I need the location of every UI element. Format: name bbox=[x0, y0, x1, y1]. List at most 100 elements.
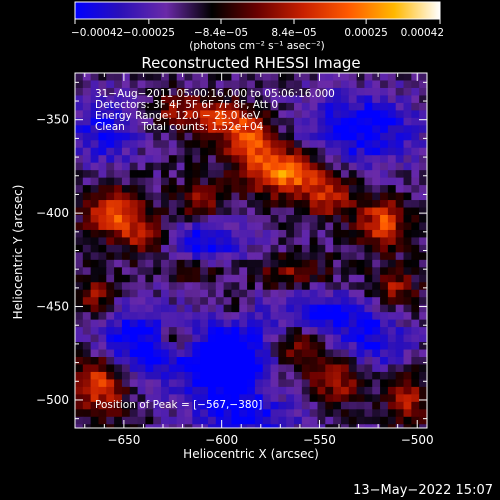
heatmap-cell bbox=[333, 274, 342, 283]
heatmap-cell bbox=[176, 177, 186, 186]
heatmap-cell bbox=[254, 147, 264, 156]
heatmap-cell bbox=[137, 282, 146, 291]
heatmap-cell bbox=[184, 401, 193, 410]
heatmap-cell bbox=[278, 379, 287, 388]
chart-title: Reconstructed RHESSI Image bbox=[141, 54, 360, 72]
heatmap-cell bbox=[184, 252, 193, 261]
heatmap-cell bbox=[145, 252, 154, 261]
heatmap-cell bbox=[98, 319, 107, 328]
heatmap-cell bbox=[356, 95, 366, 104]
heatmap-cell bbox=[356, 80, 366, 89]
heatmap-cell bbox=[325, 110, 334, 119]
heatmap-cell bbox=[270, 73, 279, 82]
heatmap-cell bbox=[137, 207, 146, 216]
heatmap-cell bbox=[372, 319, 381, 328]
heatmap-cell bbox=[137, 252, 146, 261]
heatmap-cell bbox=[114, 297, 123, 306]
heatmap-cell bbox=[207, 371, 217, 381]
heatmap-cell bbox=[168, 192, 178, 201]
heatmap-cell bbox=[239, 95, 248, 104]
heatmap-cell bbox=[348, 237, 358, 246]
heatmap-cell bbox=[403, 282, 412, 291]
heatmap-cell bbox=[364, 132, 373, 141]
heatmap-cell bbox=[419, 304, 427, 313]
heatmap-cell bbox=[317, 319, 326, 328]
heatmap-cell bbox=[294, 424, 303, 428]
heatmap-cell bbox=[419, 155, 427, 164]
heatmap-cell bbox=[278, 177, 287, 186]
heatmap-cell bbox=[395, 379, 405, 388]
heatmap-cell bbox=[176, 229, 186, 239]
heatmap-cell bbox=[325, 267, 334, 276]
heatmap-cell bbox=[395, 170, 405, 179]
heatmap-cell bbox=[192, 132, 201, 141]
heatmap-cell bbox=[403, 297, 412, 306]
heatmap-cell bbox=[239, 244, 248, 253]
heatmap-cell bbox=[153, 110, 162, 119]
heatmap-cell bbox=[106, 73, 115, 82]
heatmap-cell bbox=[278, 319, 287, 328]
heatmap-cell bbox=[317, 73, 326, 82]
heatmap-cell bbox=[153, 155, 162, 164]
heatmap-cell bbox=[176, 297, 186, 306]
y-tick-label: −500 bbox=[36, 393, 69, 407]
heatmap-cell bbox=[419, 401, 427, 410]
heatmap-cell bbox=[294, 244, 303, 253]
heatmap-cell bbox=[114, 87, 123, 97]
heatmap-cell bbox=[121, 229, 131, 239]
heatmap-cell bbox=[223, 297, 233, 306]
heatmap-cell bbox=[106, 162, 115, 171]
heatmap-cell bbox=[168, 200, 178, 209]
heatmap-cell bbox=[395, 371, 405, 381]
heatmap-cell bbox=[239, 185, 248, 194]
heatmap-cell bbox=[262, 409, 272, 418]
annotation-clean-counts: Clean Total counts: 1.52e+04 bbox=[95, 121, 264, 133]
heatmap-cell bbox=[403, 371, 412, 381]
heatmap-cell bbox=[262, 87, 272, 97]
heatmap-cell bbox=[403, 364, 412, 373]
heatmap-cell bbox=[184, 379, 193, 388]
heatmap-cell bbox=[75, 259, 84, 268]
heatmap-cell bbox=[340, 132, 350, 141]
heatmap-cell bbox=[262, 371, 272, 381]
heatmap-cell bbox=[286, 229, 295, 239]
heatmap-cell bbox=[286, 409, 295, 418]
heatmap-cell bbox=[411, 349, 420, 358]
heatmap-cell bbox=[411, 379, 420, 388]
heatmap-cell bbox=[75, 357, 84, 366]
heatmap-cell bbox=[254, 222, 264, 231]
heatmap-cell bbox=[176, 334, 186, 343]
heatmap-cell bbox=[348, 215, 358, 224]
heatmap-cell bbox=[317, 110, 326, 119]
heatmap-cell bbox=[75, 222, 84, 231]
heatmap-cell bbox=[419, 95, 427, 104]
heatmap-cell bbox=[200, 73, 209, 82]
heatmap-cell bbox=[356, 222, 366, 231]
heatmap-cell bbox=[98, 386, 107, 395]
heatmap-cell bbox=[278, 416, 287, 425]
heatmap-cell bbox=[270, 259, 279, 268]
heatmap-cell bbox=[325, 304, 334, 313]
heatmap-cell bbox=[387, 155, 397, 164]
heatmap-cell bbox=[161, 177, 170, 186]
heatmap-cell bbox=[262, 319, 272, 328]
heatmap-cell bbox=[387, 95, 397, 104]
heatmap-cell bbox=[403, 200, 412, 209]
heatmap-cell bbox=[372, 185, 381, 194]
heatmap-cell bbox=[356, 87, 366, 97]
heatmap-cell bbox=[200, 394, 209, 403]
heatmap-cell bbox=[75, 117, 84, 126]
heatmap-cell bbox=[286, 364, 295, 373]
heatmap-cell bbox=[286, 87, 295, 97]
heatmap-cell bbox=[286, 334, 295, 343]
heatmap-cell bbox=[239, 147, 248, 156]
heatmap-cell bbox=[239, 252, 248, 261]
heatmap-cell bbox=[168, 237, 178, 246]
heatmap-cell bbox=[129, 117, 139, 126]
heatmap-cell bbox=[278, 342, 287, 351]
heatmap-cell bbox=[129, 282, 139, 291]
heatmap-cell bbox=[419, 327, 427, 336]
heatmap-cell bbox=[411, 185, 420, 194]
heatmap-cell bbox=[239, 319, 248, 328]
heatmap-cell bbox=[247, 401, 256, 410]
